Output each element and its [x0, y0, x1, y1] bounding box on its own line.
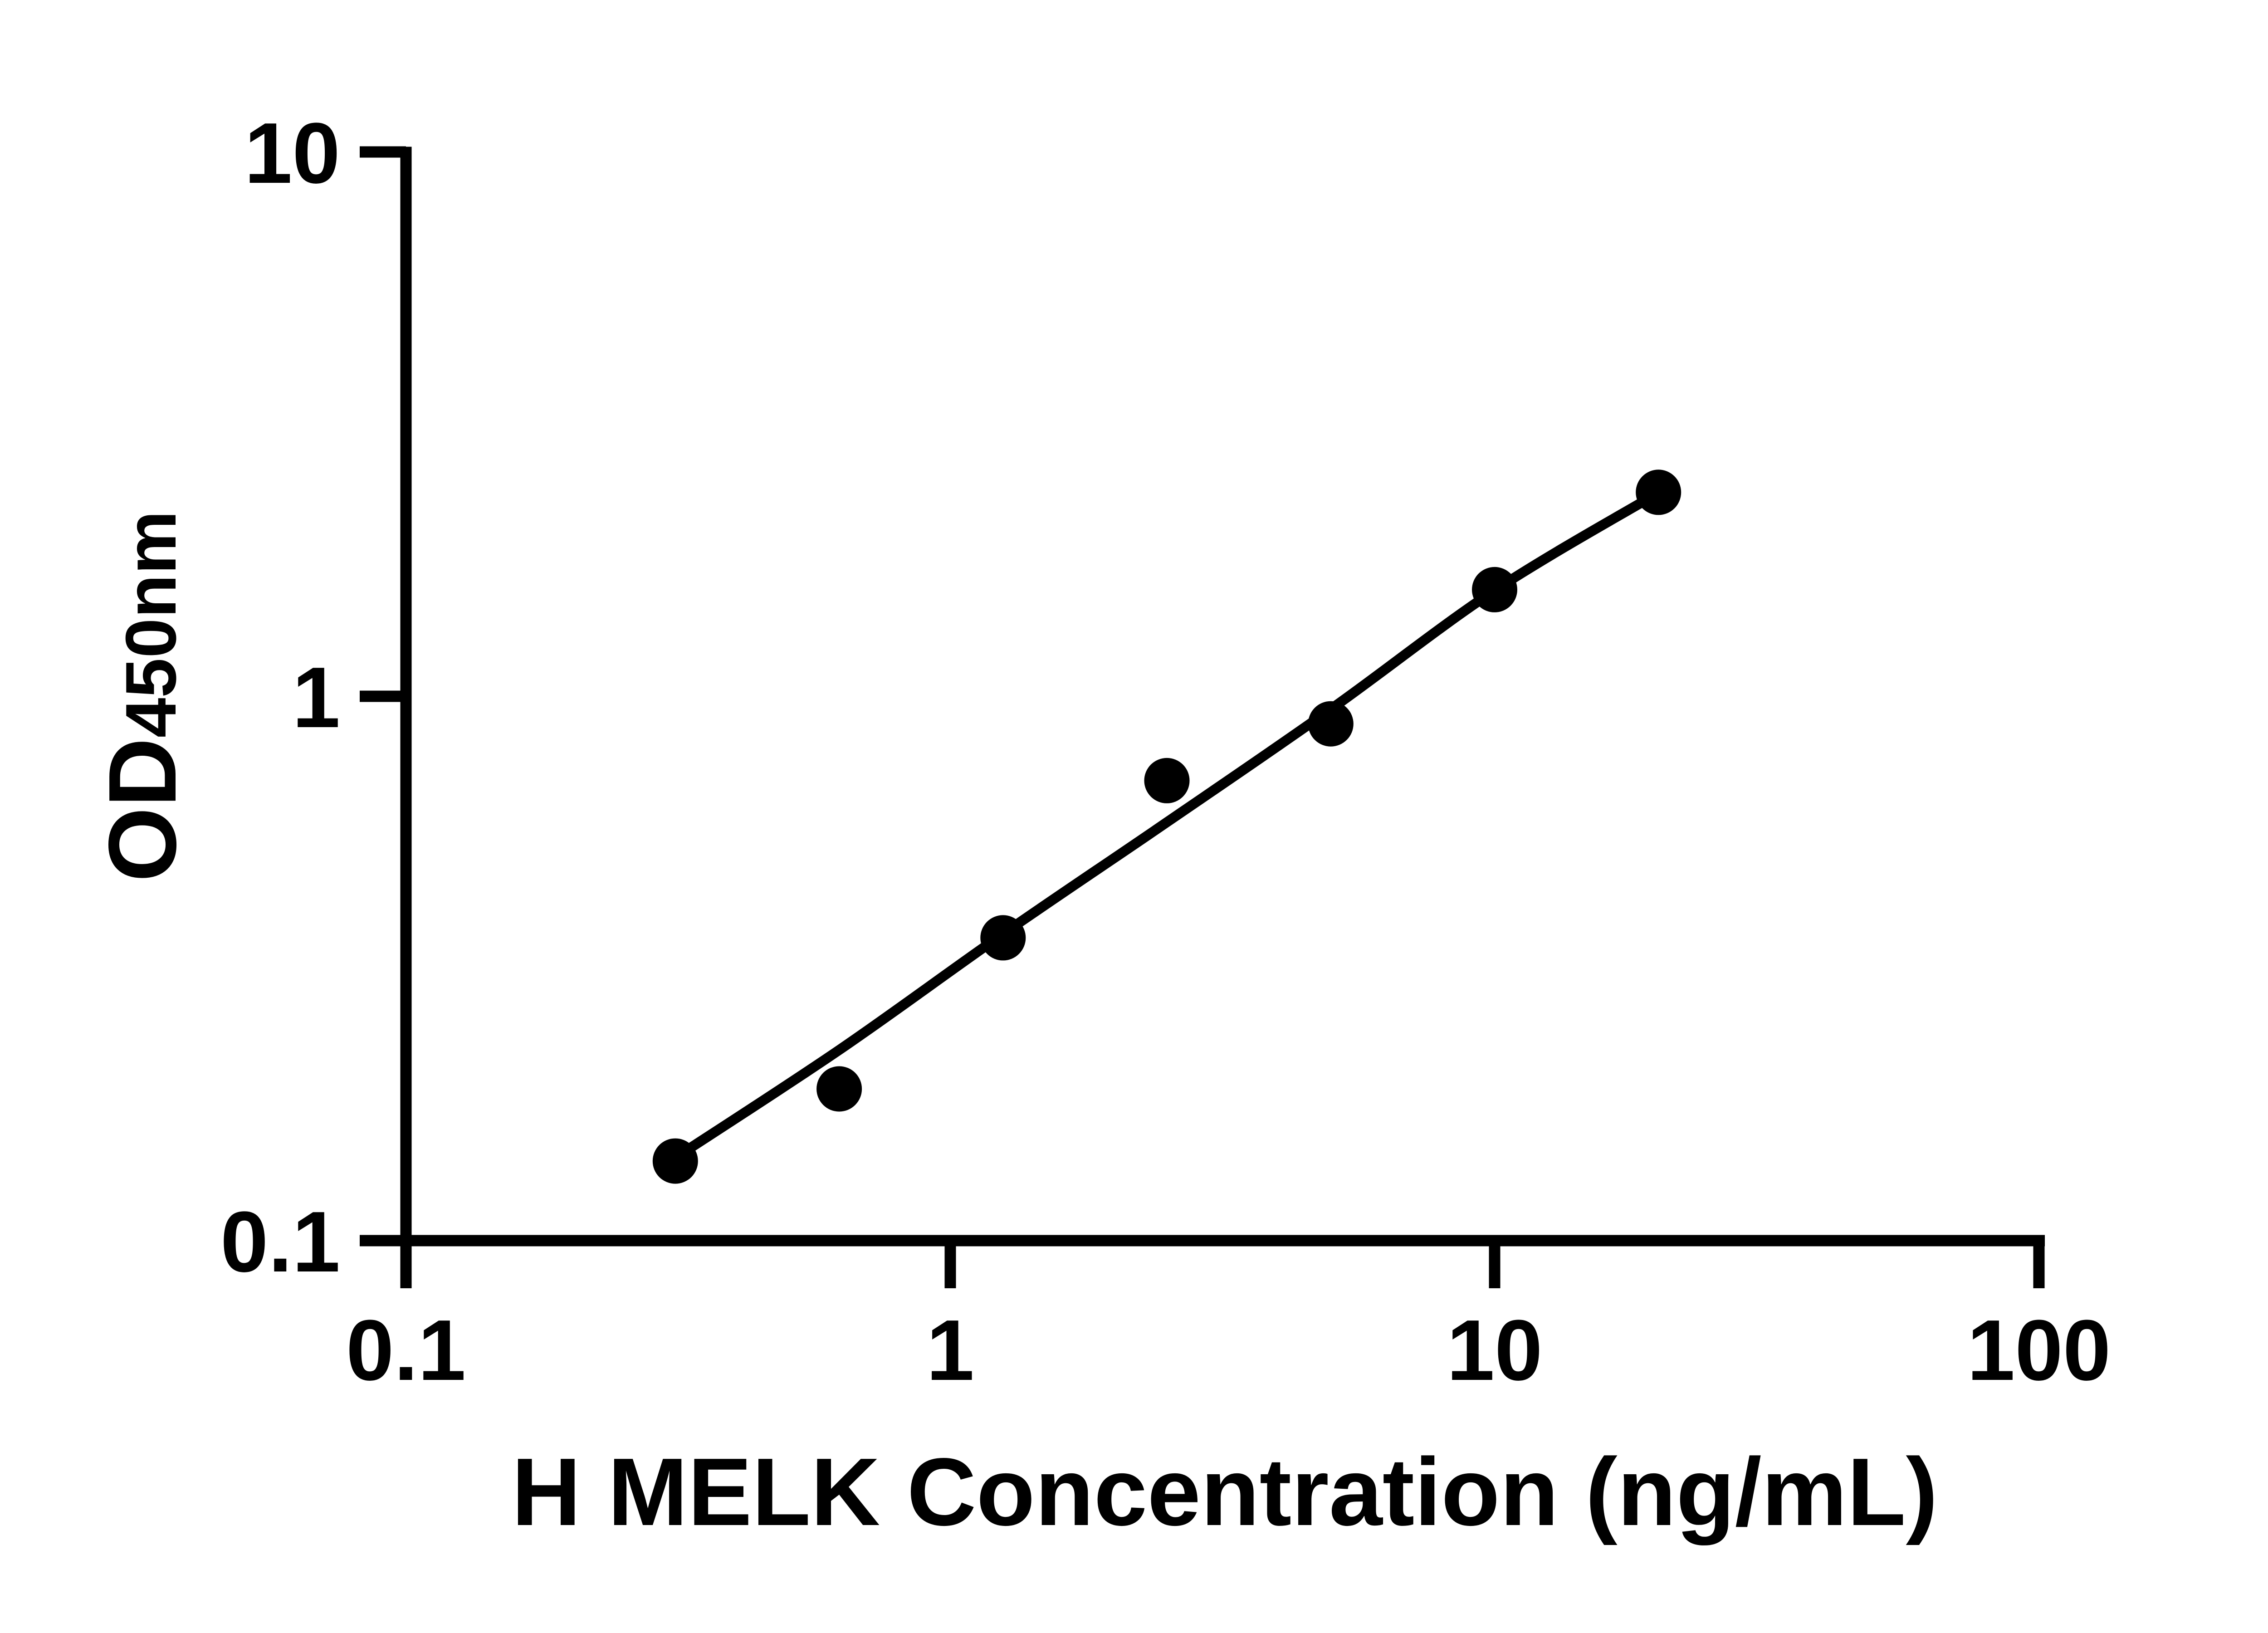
data-point	[980, 915, 1026, 961]
x-axis-ticks: 0.1 1 10 100	[346, 1241, 2111, 1398]
x-tick-label: 0.1	[346, 1302, 466, 1398]
y-axis-title: OD450nm	[88, 511, 196, 882]
data-series	[652, 469, 1681, 1184]
y-tick-label: 0.1	[220, 1194, 340, 1290]
x-tick-label: 10	[1447, 1302, 1542, 1398]
y-axis-title-subscript: 450nm	[111, 511, 191, 738]
data-point	[1144, 758, 1190, 803]
axes	[400, 147, 2045, 1247]
data-point	[1308, 701, 1354, 747]
data-point	[652, 1138, 698, 1184]
y-tick-label: 10	[244, 105, 340, 201]
x-tick-label: 1	[926, 1302, 974, 1398]
y-axis-ticks: 0.1 1 10	[220, 105, 406, 1290]
y-axis-title-main: OD	[88, 738, 196, 882]
axis-spine	[400, 147, 2045, 1247]
x-axis-title: H MELK Concentration (ng/mL)	[512, 1438, 1938, 1545]
y-tick-label: 1	[292, 650, 340, 746]
data-point	[816, 1066, 862, 1112]
x-tick-label: 100	[1967, 1302, 2111, 1398]
data-point	[1636, 469, 1681, 515]
data-point	[1472, 567, 1517, 612]
